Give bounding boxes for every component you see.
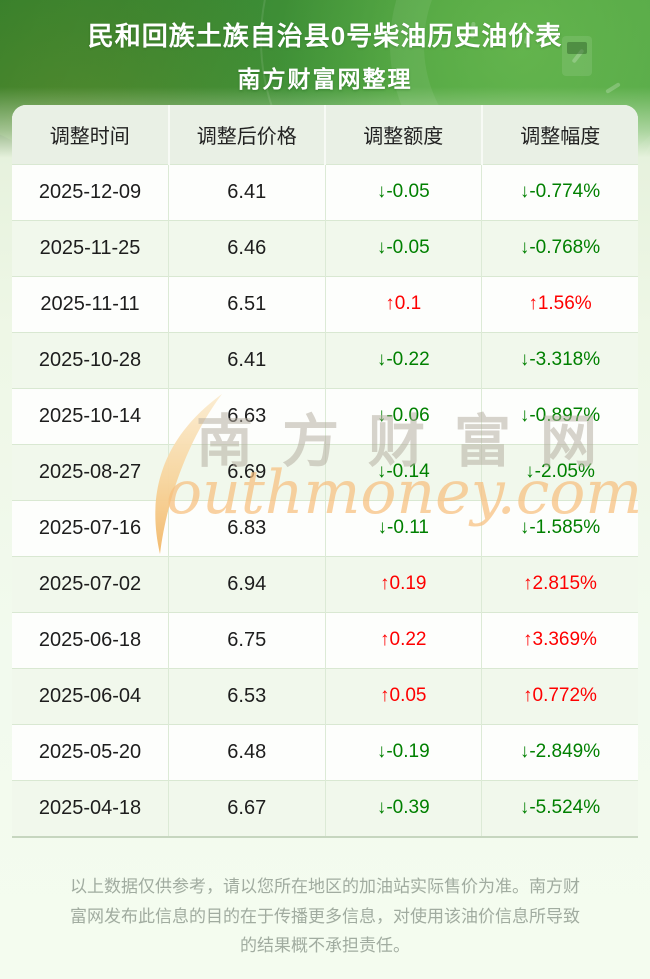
page-title: 民和回族土族自治县0号柴油历史油价表 bbox=[87, 21, 563, 51]
table-cell: ↑0.19 bbox=[325, 555, 482, 612]
column-header-adjust-amount: 调整额度 bbox=[325, 105, 483, 164]
table-cell: ↓-5.524% bbox=[481, 779, 638, 836]
table-cell: 6.67 bbox=[168, 779, 326, 836]
table-cell: 6.41 bbox=[168, 331, 326, 388]
table-cell: ↓-0.768% bbox=[481, 219, 638, 276]
table-cell: ↑0.1 bbox=[325, 275, 482, 332]
table-row: 2025-07-02 6.94 ↑0.19 ↑2.815% bbox=[12, 555, 638, 612]
table-cell: 2025-10-14 bbox=[12, 387, 169, 444]
table-cell: ↓-2.05% bbox=[481, 443, 638, 500]
table-cell: ↓-0.774% bbox=[481, 163, 638, 220]
table-cell: 6.41 bbox=[168, 163, 326, 220]
table-cell: 2025-06-04 bbox=[12, 667, 169, 724]
table-cell: ↑2.815% bbox=[481, 555, 638, 612]
column-header-adjust-time: 调整时间 bbox=[12, 105, 170, 164]
table-cell: 2025-08-27 bbox=[12, 443, 169, 500]
table-cell: ↑1.56% bbox=[481, 275, 638, 332]
table-cell: 2025-11-11 bbox=[12, 275, 169, 332]
table-cell: ↑3.369% bbox=[481, 611, 638, 668]
table-cell: ↓-1.585% bbox=[481, 499, 638, 556]
table-body: 2025-12-09 6.41 ↓-0.05 ↓-0.774% 2025-11-25 6.… bbox=[12, 163, 638, 836]
table-row: 2025-11-11 6.51 ↑0.1 ↑1.56% bbox=[12, 275, 638, 332]
table-cell: 6.69 bbox=[168, 443, 326, 500]
table-row: 2025-05-20 6.48 ↓-0.19 ↓-2.849% bbox=[12, 723, 638, 780]
table-row: 2025-06-04 6.53 ↑0.05 ↑0.772% bbox=[12, 667, 638, 724]
table-row: 2025-10-14 6.63 ↓-0.06 ↓-0.897% bbox=[12, 387, 638, 444]
table-cell: 2025-12-09 bbox=[12, 163, 169, 220]
table-header-row: 调整时间 调整后价格 调整额度 调整幅度 bbox=[12, 105, 638, 164]
table-cell: 6.75 bbox=[168, 611, 326, 668]
table-cell: ↓-3.318% bbox=[481, 331, 638, 388]
table-cell: 6.94 bbox=[168, 555, 326, 612]
table-cell: ↓-0.05 bbox=[325, 219, 482, 276]
price-table: 调整时间 调整后价格 调整额度 调整幅度 2025-12-09 6.41 ↓-0.0… bbox=[12, 105, 638, 836]
table-cell: ↓-0.14 bbox=[325, 443, 482, 500]
page-subtitle: 南方财富网整理 bbox=[237, 66, 413, 92]
table-cell: 6.46 bbox=[168, 219, 326, 276]
table-cell: 6.48 bbox=[168, 723, 326, 780]
table-cell: 2025-10-28 bbox=[12, 331, 169, 388]
table-row: 2025-11-25 6.46 ↓-0.05 ↓-0.768% bbox=[12, 219, 638, 276]
column-header-adjust-rate: 调整幅度 bbox=[481, 105, 638, 164]
column-header-adjusted-price: 调整后价格 bbox=[168, 105, 326, 164]
table-row: 2025-04-18 6.67 ↓-0.39 ↓-5.524% bbox=[12, 779, 638, 836]
table-cell: 2025-04-18 bbox=[12, 779, 169, 836]
table-row: 2025-10-28 6.41 ↓-0.22 ↓-3.318% bbox=[12, 331, 638, 388]
table-cell: ↓-0.11 bbox=[325, 499, 482, 556]
table-row: 2025-12-09 6.41 ↓-0.05 ↓-0.774% bbox=[12, 163, 638, 220]
table-row: 2025-07-16 6.83 ↓-0.11 ↓-1.585% bbox=[12, 499, 638, 556]
disclaimer-text: 以上数据仅供参考，请以您所在地区的加油站实际售价为准。南方财富网发布此信息的目的… bbox=[70, 877, 580, 955]
table-cell: ↓-2.849% bbox=[481, 723, 638, 780]
table-cell: ↑0.22 bbox=[325, 611, 482, 668]
table-cell: 2025-07-02 bbox=[12, 555, 169, 612]
table-cell: 6.53 bbox=[168, 667, 326, 724]
table-cell: 6.83 bbox=[168, 499, 326, 556]
price-table-card: 调整时间 调整后价格 调整额度 调整幅度 2025-12-09 6.41 ↓-0.0… bbox=[12, 105, 638, 838]
table-cell: ↓-0.05 bbox=[325, 163, 482, 220]
table-cell: 2025-06-18 bbox=[12, 611, 169, 668]
table-cell: 6.63 bbox=[168, 387, 326, 444]
table-cell: ↑0.772% bbox=[481, 667, 638, 724]
table-cell: ↓-0.39 bbox=[325, 779, 482, 836]
table-cell: ↓-0.897% bbox=[481, 387, 638, 444]
table-cell: 2025-11-25 bbox=[12, 219, 169, 276]
table-row: 2025-08-27 6.69 ↓-0.14 ↓-2.05% bbox=[12, 443, 638, 500]
table-cell: 2025-07-16 bbox=[12, 499, 169, 556]
table-cell: 6.51 bbox=[168, 275, 326, 332]
table-cell: 2025-05-20 bbox=[12, 723, 169, 780]
table-cell: ↓-0.22 bbox=[325, 331, 482, 388]
table-row: 2025-06-18 6.75 ↑0.22 ↑3.369% bbox=[12, 611, 638, 668]
table-cell: ↓-0.06 bbox=[325, 387, 482, 444]
table-cell: ↓-0.19 bbox=[325, 723, 482, 780]
table-cell: ↑0.05 bbox=[325, 667, 482, 724]
